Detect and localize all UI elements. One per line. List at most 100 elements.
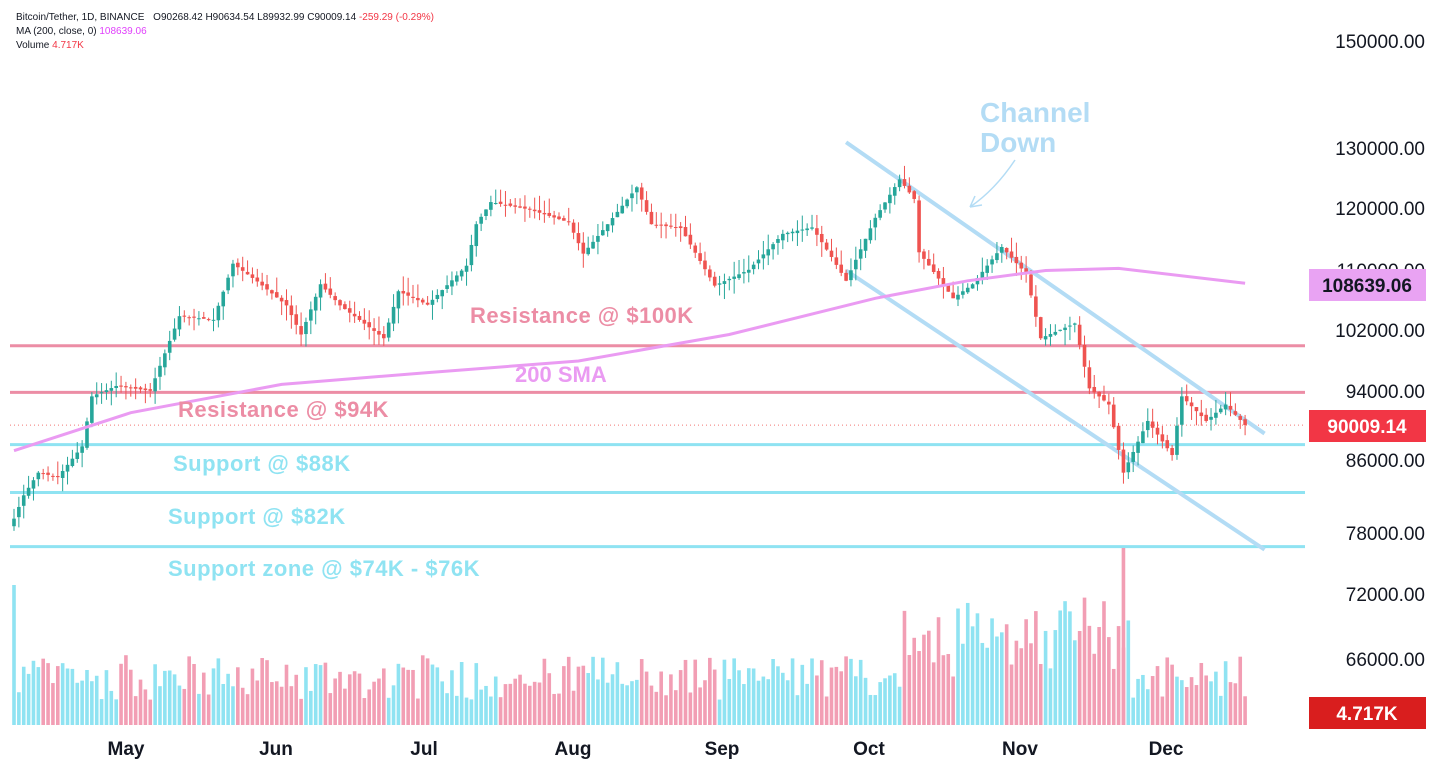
volume-bar [727,678,732,725]
volume-bar [678,670,683,725]
volume-bar [124,655,128,725]
volume-bar [635,679,639,725]
volume-bar [644,671,649,725]
volume-bar [532,681,537,725]
candle-body [119,385,123,387]
candle-body [489,202,493,210]
volume-bar [158,686,162,725]
candle-body [396,291,401,309]
candle-body [1150,421,1155,428]
volume-bar [673,690,678,725]
candle-body [255,277,260,282]
legend-ohlc-row: Bitcoin/Tether, 1D, BINANCE O90268.42 H9… [16,11,434,25]
volume-bar [206,694,211,725]
volume-bar [922,634,926,725]
candle-body [1141,431,1145,444]
candle-body [318,284,323,298]
candle-body [722,281,727,284]
volume-bar [221,683,226,725]
candle-body [1053,331,1058,335]
volume-bar [985,647,989,725]
volume-bar [717,699,722,725]
volume-bar [479,689,483,725]
volume-bar [659,671,663,725]
volume-bar [270,682,274,725]
volume-bar [391,685,396,725]
volume-bar [459,662,464,725]
legend-open: O90268.42 [153,12,203,23]
volume-bar [907,655,912,725]
volume-bar [362,698,367,725]
volume-bar [615,662,620,725]
candle-body [985,265,989,273]
volume-bar [1199,662,1204,725]
candle-body [781,233,785,241]
candle-body [664,224,668,227]
channel-upper-line [844,140,1266,436]
candle-body [430,299,435,305]
price-axis[interactable]: 150000.00130000.00120000.00110000.001020… [1309,32,1426,731]
candle-body [1194,407,1199,412]
candle-body [1029,274,1033,296]
volume-bar [591,656,595,725]
candle-body [1048,334,1053,337]
volume-bar [163,670,167,725]
candle-body [1107,401,1111,405]
candle-body [1092,386,1097,393]
volume-bar [177,685,182,725]
volume-bar [343,688,347,725]
candle-body [60,470,65,478]
channel-label-line2: Down [980,127,1056,158]
volume-bar [951,676,955,725]
volume-bar [80,680,84,725]
volume-bar [742,684,746,725]
price-tick-label: 86000.00 [1346,451,1425,472]
candle-body [922,251,926,259]
time-axis[interactable]: May Jun Jul Aug Sep Oct Nov Dec [108,739,1184,760]
candle-body [888,194,892,204]
candle-body [36,472,41,480]
volume-bar [1116,626,1121,725]
level-label-3: Support @ $88K [173,451,351,476]
candle-body [815,228,819,235]
candle-body [94,394,99,398]
volume-bar [197,693,201,725]
volume-bar [187,656,191,725]
candle-body [854,259,858,270]
volume-bar [36,667,41,725]
volume-value-tag-bg [1309,697,1426,729]
candle-body [270,290,274,294]
candle-body [761,254,766,259]
volume-bar [1165,657,1170,725]
candle-body [260,281,264,286]
candle-body [771,244,775,250]
candle-body [581,242,586,254]
candle-body [347,308,352,313]
candle-body [678,226,683,229]
legend-volume-label: Volume [16,40,50,51]
candle-body [737,274,741,279]
volume-bar [1009,664,1014,725]
volume-bar [420,655,425,725]
candle-body [372,328,376,331]
volume-bar [605,682,610,725]
candle-body [708,269,712,278]
candle-body [990,259,994,265]
volume-bar [703,680,707,725]
candle-body [839,264,844,273]
candle-body [367,322,372,328]
volume-bar [430,664,435,725]
candle-body [182,315,187,317]
candle-body [236,262,240,268]
volume-bar [649,685,654,725]
candle-body [167,340,172,353]
candle-body [309,309,313,321]
volume-bar [941,655,946,725]
volume-bar [751,668,756,725]
candle-body [357,315,362,320]
candle-body [1121,449,1126,473]
candle-body [109,388,114,391]
candle-body [975,278,980,285]
volume-bar [85,669,89,725]
